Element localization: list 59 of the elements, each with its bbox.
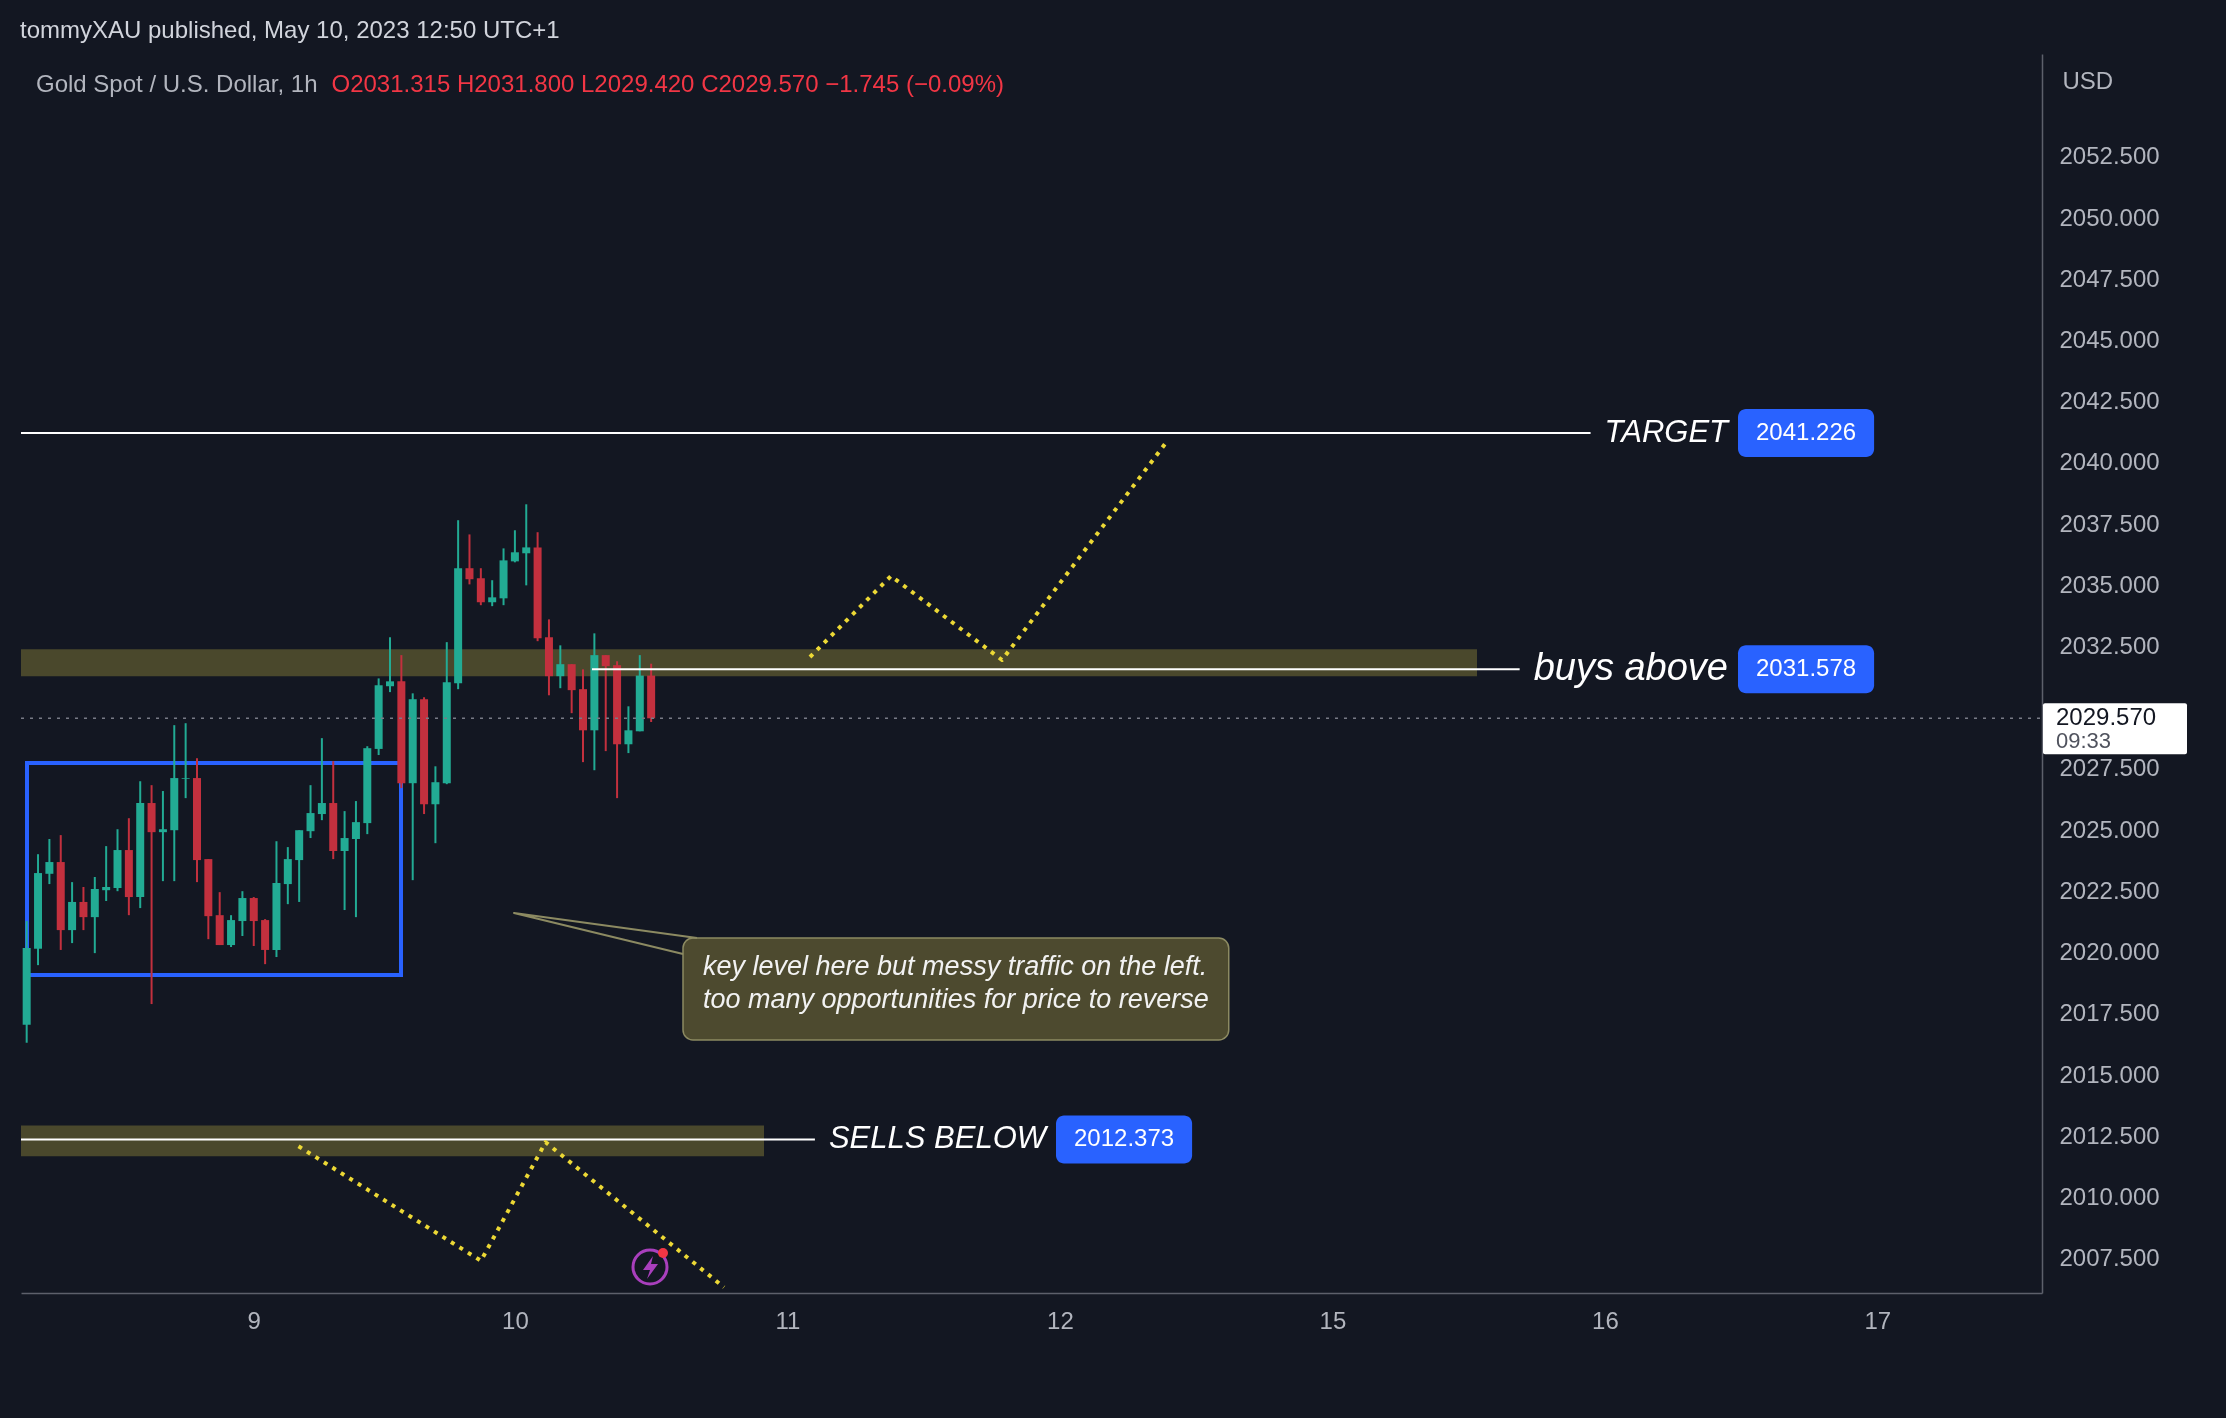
candlestick	[181, 722, 190, 800]
y-tick-label: 2007.500	[2059, 1244, 2160, 1272]
y-tick-label: 2047.500	[2059, 264, 2160, 292]
text: Gold Spot / U.S. Dollar, 1h	[36, 70, 318, 97]
ref-line-label: 2029.570	[2056, 703, 2157, 731]
candlestick	[351, 800, 360, 919]
y-tick-label: 2050.000	[2059, 203, 2160, 231]
chart-title: tommyXAU published, May 10, 2023 12:50 UTC+1	[20, 16, 560, 43]
candlestick	[465, 533, 474, 586]
y-tick-label: 2010.000	[2059, 1183, 2160, 1210]
y-tick-label: 2025.000	[2059, 815, 2160, 843]
x-tick-label: 16	[1592, 1306, 1619, 1334]
y-tick-label: 2035.000	[2059, 570, 2160, 598]
x-tick-label: 12	[1047, 1306, 1074, 1334]
candlestick	[317, 737, 326, 822]
candlestick	[556, 644, 565, 690]
ref-line-label: buys above	[1533, 646, 1729, 689]
annotation: key level here but messy traffic on the left. too many opportunities for price to reverse	[703, 951, 1209, 1014]
ref-line-label: SELLS BELOW	[828, 1120, 1049, 1156]
candlestick	[601, 654, 610, 753]
y-axis-title: USD	[2062, 66, 2114, 94]
y-tick-label: 2015.000	[2059, 1060, 2160, 1088]
candlestick	[386, 636, 394, 694]
x-tick-label: 17	[1864, 1306, 1892, 1334]
y-tick-label: 2032.500	[2059, 632, 2160, 660]
candlestick	[45, 838, 54, 886]
y-tick-label: 2022.500	[2059, 876, 2160, 904]
candlestick	[249, 896, 258, 948]
y-tick-label: 2027.500	[2059, 754, 2160, 782]
candlestick	[510, 529, 519, 564]
y-tick-label: 2037.500	[2059, 509, 2160, 537]
y-tick-label: 2020.000	[2059, 938, 2160, 966]
x-tick-label: 10	[502, 1306, 529, 1334]
candlestick	[488, 579, 497, 608]
annotation: O2031.315 H2031.800 L2029.420 C2029.570 −1.745 (−0.09%)	[331, 70, 1005, 97]
y-tick-label: 2017.500	[2059, 999, 2160, 1027]
y-tick-label: 2052.500	[2059, 142, 2160, 170]
y-tick-label: 2012.500	[2059, 1121, 2160, 1149]
y-tick-label: 2042.500	[2059, 387, 2160, 415]
candlestick	[79, 886, 88, 932]
candlestick	[476, 567, 485, 607]
annotation: 2041.226	[1756, 417, 1857, 445]
x-tick-label: 9	[247, 1306, 261, 1334]
y-tick-label: 2045.000	[2059, 325, 2160, 353]
y-tick-label: 2040.000	[2059, 448, 2160, 476]
candlestick	[340, 810, 349, 912]
candlestick	[102, 845, 111, 902]
candlestick	[158, 790, 167, 883]
candlestick	[306, 784, 315, 840]
x-tick-label: 15	[1319, 1306, 1347, 1334]
candlestick	[522, 503, 531, 587]
candlestick	[238, 890, 247, 937]
candlestick	[431, 765, 440, 845]
text: 09:33	[2056, 728, 2112, 754]
annotation: 2012.373	[1074, 1124, 1175, 1152]
ref-line-label: TARGET	[1604, 413, 1731, 449]
candlestick	[624, 705, 633, 755]
annotation: 2031.578	[1756, 654, 1857, 682]
x-tick-label: 11	[775, 1306, 801, 1334]
